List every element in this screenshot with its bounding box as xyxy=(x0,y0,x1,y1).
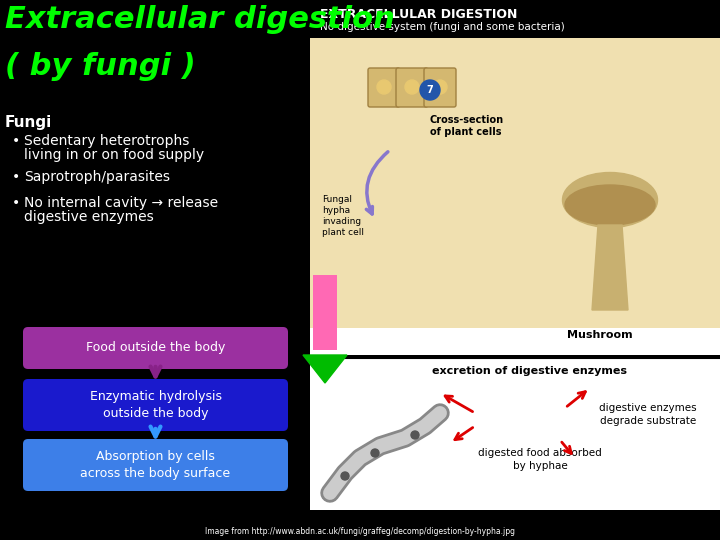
FancyBboxPatch shape xyxy=(310,0,720,355)
Text: EXTRACELLULAR DIGESTION: EXTRACELLULAR DIGESTION xyxy=(320,8,518,21)
FancyBboxPatch shape xyxy=(23,379,288,431)
Text: Image from http://www.abdn.ac.uk/fungi/graffeg/decomp/digestion-by-hypha.jpg: Image from http://www.abdn.ac.uk/fungi/g… xyxy=(205,528,515,537)
Text: No internal cavity → release: No internal cavity → release xyxy=(24,196,218,210)
Text: living in or on food supply: living in or on food supply xyxy=(24,148,204,162)
Text: excretion of digestive enzymes: excretion of digestive enzymes xyxy=(433,366,628,376)
Text: Food outside the body: Food outside the body xyxy=(86,341,225,354)
Text: •: • xyxy=(12,134,20,148)
Text: Fungal
hypha
invading
plant cell: Fungal hypha invading plant cell xyxy=(322,195,364,237)
Text: Enzymatic hydrolysis
outside the body: Enzymatic hydrolysis outside the body xyxy=(89,390,222,420)
Circle shape xyxy=(433,80,447,94)
Text: Sedentary heterotrophs: Sedentary heterotrophs xyxy=(24,134,189,148)
Circle shape xyxy=(341,472,349,480)
Text: ( by fungi ): ( by fungi ) xyxy=(5,52,196,81)
FancyBboxPatch shape xyxy=(368,68,400,107)
Text: Saprotroph/parasites: Saprotroph/parasites xyxy=(24,170,170,184)
Text: 7: 7 xyxy=(427,85,433,95)
FancyBboxPatch shape xyxy=(23,327,288,369)
Ellipse shape xyxy=(565,185,655,225)
Text: Cross-section
of plant cells: Cross-section of plant cells xyxy=(430,115,504,137)
Text: digested food absorbed
by hyphae: digested food absorbed by hyphae xyxy=(478,448,602,471)
Text: Mushroom: Mushroom xyxy=(567,330,633,340)
Circle shape xyxy=(377,80,391,94)
Circle shape xyxy=(405,80,419,94)
Text: No digestive system (fungi and some bacteria): No digestive system (fungi and some bact… xyxy=(320,22,564,32)
Text: •: • xyxy=(12,196,20,210)
Text: Absorption by cells
across the body surface: Absorption by cells across the body surf… xyxy=(81,450,230,480)
Text: •: • xyxy=(12,170,20,184)
Text: digestive enzymes: digestive enzymes xyxy=(24,210,154,224)
Polygon shape xyxy=(592,225,628,310)
FancyBboxPatch shape xyxy=(310,358,720,510)
FancyBboxPatch shape xyxy=(310,38,720,328)
FancyBboxPatch shape xyxy=(424,68,456,107)
Circle shape xyxy=(411,431,419,439)
FancyBboxPatch shape xyxy=(310,0,720,38)
Ellipse shape xyxy=(562,172,657,227)
FancyBboxPatch shape xyxy=(313,275,337,350)
FancyBboxPatch shape xyxy=(396,68,428,107)
Text: Extracellular digestion: Extracellular digestion xyxy=(5,5,395,34)
Circle shape xyxy=(371,449,379,457)
Circle shape xyxy=(420,80,440,100)
Text: Fungi: Fungi xyxy=(5,115,53,130)
FancyBboxPatch shape xyxy=(23,439,288,491)
Polygon shape xyxy=(303,355,347,383)
Text: digestive enzymes
degrade substrate: digestive enzymes degrade substrate xyxy=(599,403,697,426)
